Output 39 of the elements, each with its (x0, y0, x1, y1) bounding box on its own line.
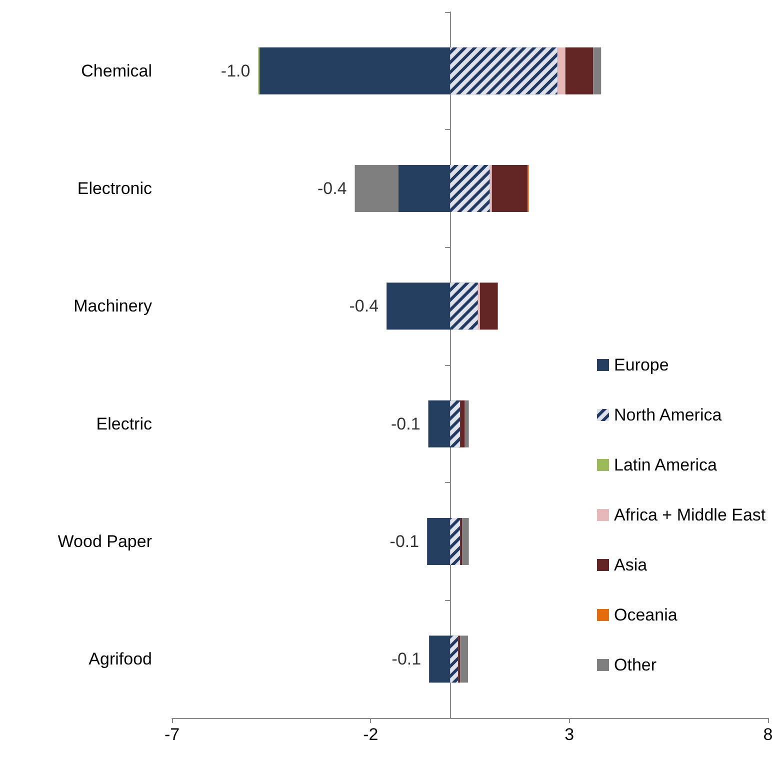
bar (557, 47, 566, 94)
legend-label: Latin America (614, 456, 718, 474)
legend-label: Asia (614, 556, 648, 574)
bar (462, 518, 469, 565)
y-tick-label: Electronic (77, 179, 152, 198)
x-tick-label: -7 (164, 725, 180, 744)
y-tick-label: Wood Paper (58, 532, 152, 551)
bar (259, 47, 450, 94)
bar (565, 47, 594, 94)
total-label: -0.1 (390, 414, 420, 434)
x-tick-label: -2 (363, 725, 378, 744)
y-tick-label: Machinery (74, 296, 152, 316)
legend-label: North America (614, 406, 722, 424)
total-label: -0.4 (349, 296, 379, 316)
bar (428, 400, 450, 448)
bar (593, 47, 602, 94)
legend-label: Oceania (614, 606, 678, 624)
bar (354, 165, 398, 212)
bar (480, 282, 498, 330)
bar (460, 636, 468, 683)
legend-label: Africa + Middle East (614, 506, 766, 524)
total-label: -0.1 (392, 650, 422, 669)
legend-label: Other (614, 656, 657, 674)
bar (429, 636, 450, 683)
y-tick-label: Chemical (81, 61, 152, 80)
bar (460, 400, 465, 448)
total-label: -1.0 (220, 61, 250, 80)
x-tick-label: 3 (564, 725, 574, 744)
bar (464, 400, 469, 448)
y-tick-label: Agrifood (88, 650, 152, 669)
total-label: -0.1 (390, 532, 420, 551)
bar (398, 165, 450, 212)
bar (386, 282, 450, 330)
legend-label: Europe (614, 356, 669, 374)
total-label: -0.4 (317, 179, 347, 198)
bar (492, 165, 528, 212)
y-tick-label: Electric (96, 414, 152, 434)
x-tick-label: 8 (763, 725, 773, 744)
bar (427, 518, 450, 565)
